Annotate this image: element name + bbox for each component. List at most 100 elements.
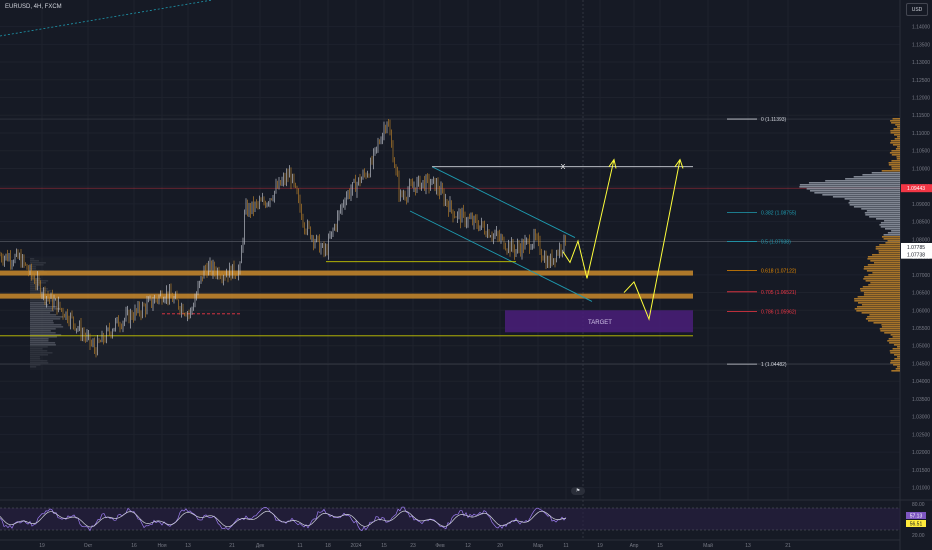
volume-bar: [30, 306, 57, 308]
volume-profile-bar: [849, 200, 900, 202]
volume-profile-bar: [891, 166, 900, 168]
time-tick-label: Апр: [630, 543, 639, 549]
volume-profile-bar: [870, 260, 900, 262]
volume-bar: [30, 308, 61, 310]
volume-profile-bar: [809, 190, 900, 192]
volume-profile-bar: [857, 302, 900, 304]
volume-profile-bar: [880, 222, 900, 224]
volume-profile-bar: [893, 344, 900, 346]
volume-profile-bar: [888, 162, 900, 164]
volume-profile-bar: [890, 140, 900, 142]
economic-events-icon[interactable]: ⚑: [571, 487, 585, 495]
volume-bar: [30, 268, 37, 270]
volume-bar: [30, 328, 56, 330]
volume-profile-bar: [896, 156, 900, 158]
volume-profile-bar: [897, 346, 900, 348]
price-tick-label: 1.02500: [912, 432, 930, 438]
volume-bar: [30, 282, 47, 284]
volume-bar: [30, 344, 56, 346]
volume-profile-bar: [896, 158, 900, 160]
fib-level-label: 0.705 (1.06521): [761, 290, 797, 296]
volume-bar: [30, 262, 46, 264]
volume-profile-bar: [897, 356, 900, 358]
volume-profile-bar: [863, 292, 900, 294]
volume-profile-bar: [799, 186, 900, 188]
volume-profile-bar: [867, 256, 900, 258]
price-tick-label: 1.12000: [912, 96, 930, 102]
oscillator-value-tag: [906, 520, 926, 527]
volume-bar: [30, 340, 49, 342]
volume-profile-bar: [890, 132, 900, 134]
forecast-path-2: [623, 159, 681, 321]
fib-level-label: 1 (1.04482): [761, 362, 787, 368]
volume-profile-bar: [861, 312, 900, 314]
volume-bar: [30, 346, 48, 348]
price-tick-label: 1.01500: [912, 468, 930, 474]
volume-profile-bar: [895, 148, 900, 150]
candles: [0, 119, 566, 358]
volume-profile-bar: [862, 286, 900, 288]
volume-profile-bar: [878, 250, 900, 252]
volume-bar: [30, 352, 53, 354]
volume-profile-bar: [894, 134, 900, 136]
right-volume-profile: [799, 118, 900, 372]
price-tick-label: 1.13500: [912, 42, 930, 48]
volume-bar: [30, 350, 48, 352]
currency-button[interactable]: USD: [906, 3, 928, 16]
volume-profile-bar: [869, 216, 900, 218]
time-tick-label: Мар: [533, 543, 543, 549]
volume-profile-bar: [887, 232, 900, 234]
volume-profile-bar: [890, 362, 900, 364]
volume-profile-bar: [853, 206, 900, 208]
fib-level-label: 0.5 (1.07938): [761, 240, 791, 246]
volume-bar: [30, 320, 54, 322]
channel-upper-line: [431, 166, 576, 238]
time-tick-label: 21: [785, 543, 791, 549]
volume-profile-bar: [832, 196, 900, 198]
volume-bar: [30, 324, 62, 326]
volume-bar: [30, 364, 41, 366]
price-tick-label: 1.13000: [912, 60, 930, 66]
volume-profile-bar: [897, 146, 900, 148]
volume-profile-bar: [888, 338, 900, 340]
volume-bar: [30, 266, 37, 268]
time-tick-label: Окт: [84, 543, 93, 549]
time-tick-label: Май: [703, 542, 713, 549]
price-axis-tag: [901, 242, 932, 251]
volume-bar: [30, 298, 56, 300]
time-tick-label: 15: [381, 543, 387, 549]
price-tick-label: 1.07000: [912, 273, 930, 279]
volume-profile-bar: [876, 218, 900, 220]
price-axis-tag: [901, 250, 932, 259]
volume-profile-bar: [883, 238, 900, 240]
price-tick-label: 1.06000: [912, 308, 930, 314]
volume-profile-bar: [875, 246, 900, 248]
volume-profile-bar: [848, 202, 900, 204]
volume-bar: [30, 292, 46, 294]
volume-profile-bar: [885, 228, 900, 230]
volume-profile-bar: [891, 370, 900, 372]
volume-bar: [30, 356, 40, 358]
volume-profile-bar: [888, 164, 900, 166]
volume-profile-bar: [869, 314, 900, 316]
volume-bar: [30, 264, 44, 266]
volume-profile-bar: [867, 258, 900, 260]
volume-profile-bar: [884, 332, 900, 334]
volume-profile-bar: [825, 180, 900, 182]
volume-bar: [30, 302, 47, 304]
volume-bar: [30, 360, 48, 362]
time-tick-label: 15: [657, 543, 663, 549]
fib-level-label: 0.382 (1.08755): [761, 211, 797, 217]
volume-profile-bar: [883, 234, 900, 236]
volume-bar: [30, 278, 42, 280]
volume-bar: [30, 326, 64, 328]
oscillator-band: [0, 508, 900, 530]
symbol-title[interactable]: EURUSD, 4H, FXCM: [5, 4, 62, 10]
price-axis-tag-text: 1.07738: [907, 253, 925, 259]
volume-profile-bar: [864, 212, 900, 214]
volume-profile-bar: [863, 278, 900, 280]
volume-bar: [30, 260, 39, 262]
volume-bar: [30, 258, 35, 260]
